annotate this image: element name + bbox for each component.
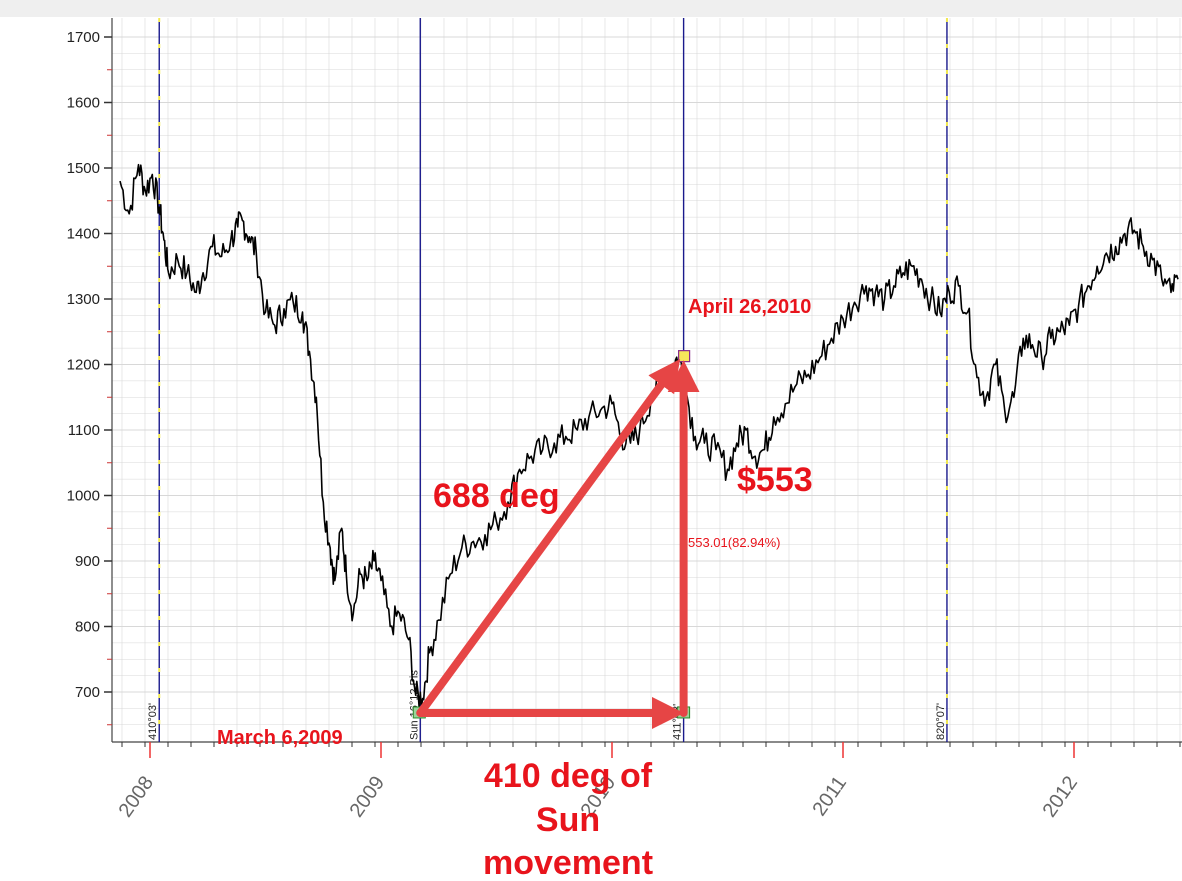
plot-area [112, 18, 1182, 742]
sun-movement-label-line1: 410 deg of [484, 757, 653, 795]
y-tick-label: 700 [75, 684, 100, 701]
x-tick-label: 2012 [1039, 772, 1083, 821]
measure-readout-label: 553.01(82.94%) [688, 535, 781, 550]
grid-lines [112, 18, 1182, 742]
cycle-marker-label: 410°03' [147, 703, 159, 740]
toolbar-strip [0, 0, 1182, 17]
hypotenuse-arrow [416, 359, 681, 717]
sun-movement-label-line3: movement [483, 844, 653, 881]
end-point-marker [678, 350, 691, 363]
y-tick-label: 1700 [67, 29, 100, 46]
measurement-arrows [412, 350, 700, 729]
hypotenuse-degree-label: 688 deg [433, 477, 560, 515]
y-tick-label: 900 [75, 553, 100, 570]
cycle-marker-label: 820°07' [935, 703, 947, 740]
y-axis-ticks: 700 800 900 1000 1100 1200 1300 1400 1500 1600 170… [67, 29, 112, 726]
x-tick-label: 2008 [115, 772, 159, 821]
x-tick-label: 2009 [346, 772, 390, 821]
y-tick-label: 1300 [67, 291, 100, 308]
y-tick-label: 1100 [68, 422, 100, 439]
y-tick-label: 1500 [67, 160, 100, 177]
x-tick-label: 2011 [808, 772, 851, 820]
axes [111, 18, 1182, 743]
y-tick-label: 1400 [67, 226, 100, 243]
y-tick-label: 800 [75, 619, 100, 636]
y-tick-label: 1600 [67, 95, 100, 112]
y-tick-label: 1000 [67, 488, 100, 505]
price-move-label: $553 [737, 461, 813, 499]
start-date-label: March 6,2009 [217, 727, 343, 749]
y-tick-label: 1200 [67, 357, 100, 374]
sun-movement-label-line2: Sun [536, 801, 600, 839]
end-date-label: April 26,2010 [688, 296, 811, 318]
